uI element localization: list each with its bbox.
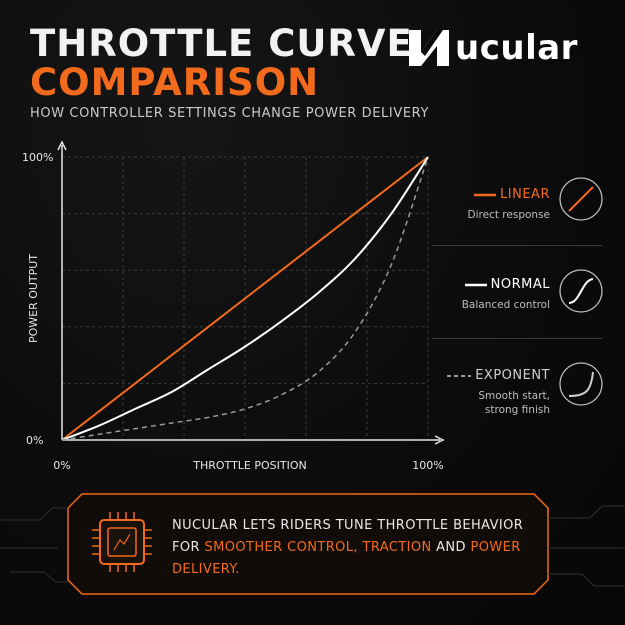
callout-highlight-smoother-control: SMOOTHER CONTROL bbox=[204, 540, 354, 555]
legend-divider bbox=[432, 245, 602, 246]
x-axis-label: THROTTLE POSITION bbox=[192, 459, 306, 472]
chip-icon bbox=[92, 512, 152, 572]
legend-desc-exponent-line2: strong finish bbox=[484, 404, 550, 416]
chart-title-line1: THROTTLE CURVE bbox=[30, 22, 413, 65]
callout-highlight-power-delivery: POWER DELIVERY bbox=[172, 540, 521, 577]
brand-logo-mark-icon bbox=[409, 30, 449, 66]
series-line-exponent bbox=[61, 156, 429, 441]
legend-desc-normal: Balanced control bbox=[461, 299, 550, 311]
x-axis-arrow bbox=[434, 435, 445, 445]
legend-label-linear: LINEAR bbox=[500, 187, 550, 202]
linear-curve-icon bbox=[559, 177, 603, 221]
legend-desc-exponent-line1: Smooth start, bbox=[478, 390, 550, 402]
brand-logo: ucular bbox=[405, 24, 605, 72]
x-tick-label-0: 0% bbox=[53, 459, 70, 472]
legend-item-exponent: EXPONENT Smooth start, strong finish bbox=[432, 368, 607, 417]
y-axis-arrow bbox=[57, 140, 67, 151]
exponent-curve-icon bbox=[559, 362, 603, 406]
legend-swatch-linear bbox=[474, 193, 497, 196]
chart-subtitle: HOW CONTROLLER SETTINGS CHANGE POWER DEL… bbox=[30, 106, 429, 121]
legend-swatch-normal bbox=[464, 283, 487, 286]
y-axis-label: POWER OUTPUT bbox=[27, 254, 40, 343]
series-line-normal bbox=[61, 156, 429, 441]
callout-text: NUCULAR LETS RIDERS TUNE THROTTLE BEHAVI… bbox=[172, 515, 542, 581]
chart-series bbox=[61, 156, 429, 441]
callout-frame bbox=[0, 493, 625, 595]
callout-separator-comma: , bbox=[353, 540, 363, 555]
callout-text-start: NUCULAR LETS RIDERS TUNE THROTTLE BEHAVI… bbox=[172, 518, 524, 555]
brand-logo-text: ucular bbox=[455, 28, 578, 68]
normal-curve-icon bbox=[559, 269, 603, 313]
chart-axes bbox=[57, 140, 445, 445]
legend-swatch-exponent bbox=[447, 374, 472, 377]
callout-highlight-traction: TRACTION bbox=[362, 540, 432, 555]
y-tick-label-0: 0% bbox=[26, 434, 43, 447]
legend-item-normal: NORMAL Balanced control bbox=[432, 277, 607, 312]
y-tick-label-100: 100% bbox=[22, 151, 53, 164]
callout-text-end: . bbox=[235, 562, 240, 577]
callout-separator-and: AND bbox=[431, 540, 471, 555]
legend-label-exponent: EXPONENT bbox=[475, 368, 550, 383]
x-tick-label-100: 100% bbox=[412, 459, 443, 472]
legend-item-linear: LINEAR Direct response bbox=[432, 187, 607, 222]
legend-divider bbox=[432, 338, 602, 339]
legend-label-normal: NORMAL bbox=[490, 277, 550, 292]
legend-desc-exponent: Smooth start, strong finish bbox=[432, 389, 550, 417]
legend-desc-linear: Direct response bbox=[467, 209, 550, 221]
chart-title-line2: COMPARISON bbox=[30, 61, 320, 104]
series-line-linear bbox=[61, 156, 429, 441]
